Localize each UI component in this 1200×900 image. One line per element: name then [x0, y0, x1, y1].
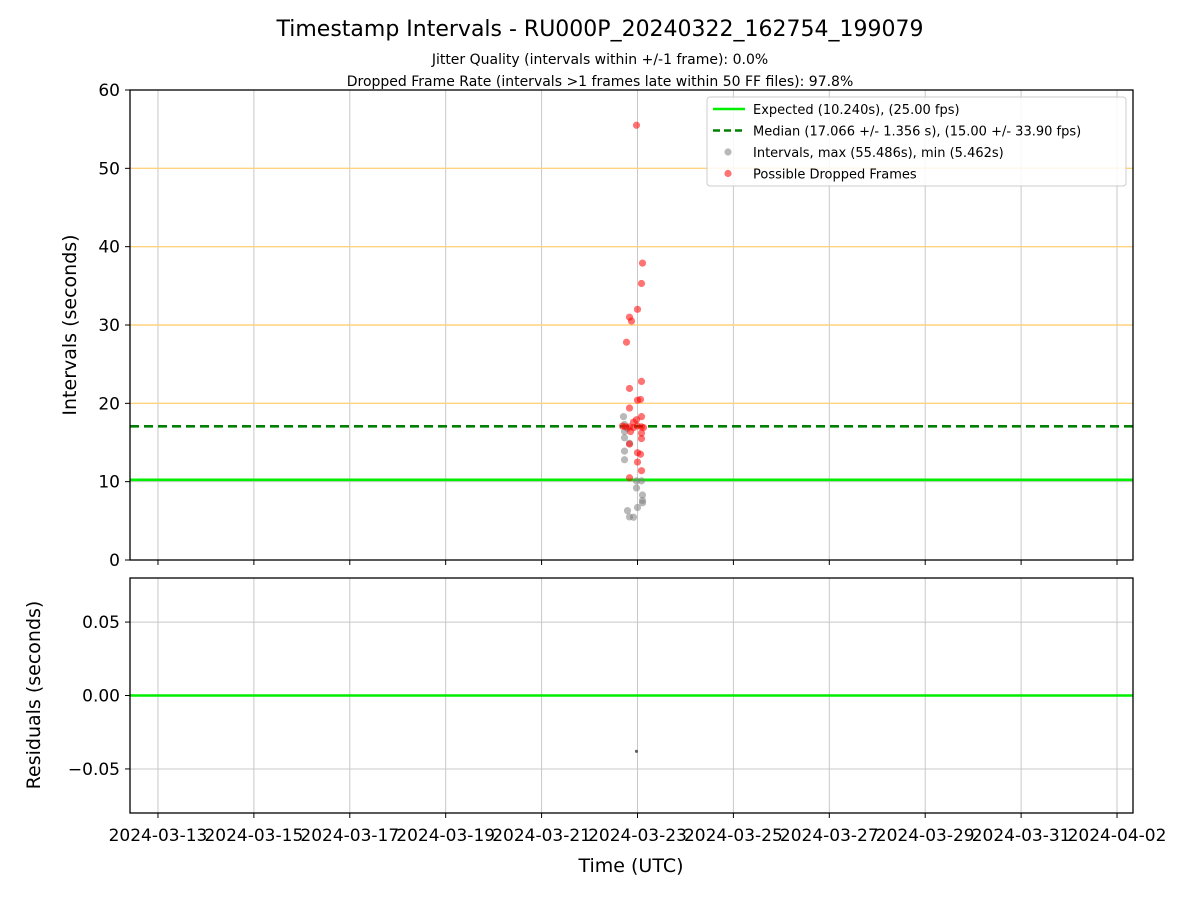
dropped-frame-point [627, 317, 636, 325]
residuals-y-axis-label: Residuals (seconds) [23, 601, 45, 790]
interval-point [633, 503, 642, 512]
dropped-frame-point [632, 121, 641, 129]
x-tick-label: 2024-03-13 [109, 826, 208, 846]
intervals-y-axis-label: Intervals (seconds) [59, 234, 81, 415]
interval-point [632, 484, 641, 492]
residuals-y-tick-label: 0.00 [82, 687, 120, 707]
chart-title: Timestamp Intervals - RU000P_20240322_16… [275, 17, 923, 42]
legend-dropped-frames-swatch [724, 169, 732, 178]
legend-box [706, 96, 1127, 187]
intervals-y-tick-label: 40 [98, 238, 120, 258]
intervals-panel: 0 10 20 30 40 50 60 [98, 81, 1134, 571]
x-tick-label: 2024-03-29 [876, 826, 975, 846]
dropped-frame-point [639, 424, 648, 432]
legend: Expected (10.240s), (25.00 fps) Median (1… [706, 96, 1127, 187]
residuals-y-tick-label: 0.05 [82, 613, 120, 633]
interval-point [619, 413, 628, 421]
interval-point [629, 513, 638, 521]
x-tick-label: 2024-03-25 [684, 826, 783, 846]
dropped-frame-point [637, 377, 646, 385]
intervals-y-tick-label: 50 [98, 159, 120, 179]
dropped-frame-point [636, 450, 645, 458]
intervals-y-tick-label: 30 [98, 316, 120, 336]
legend-intervals-label: Intervals, max (55.486s), min (5.462s) [753, 146, 1004, 161]
dropped-frame-point [637, 429, 646, 437]
intervals-y-tick-label: 60 [98, 81, 120, 101]
interval-point [638, 491, 647, 499]
x-tick-label: 2024-03-17 [300, 826, 399, 846]
interval-point [623, 507, 632, 515]
interval-point [620, 434, 629, 442]
residuals-y-tick-label: −0.05 [68, 760, 120, 780]
dropped-frame-point [626, 427, 635, 436]
residual-point [634, 749, 639, 753]
residuals-panel: −0.050.000.052024-03-132024-03-152024-03… [68, 577, 1167, 846]
intervals-y-tick-label: 20 [98, 394, 120, 414]
x-tick-label: 2024-03-23 [588, 826, 687, 846]
dropped-frame-point [625, 384, 634, 393]
dropped-frame-point [633, 396, 642, 404]
dropped-frame-point [637, 434, 646, 443]
dropped-frame-rate-subtitle: Dropped Frame Rate (intervals >1 frames … [347, 74, 854, 90]
legend-median-label: Median (17.066 +/- 1.356 s), (15.00 +/- … [753, 125, 1081, 140]
jitter-quality-subtitle: Jitter Quality (intervals within +/-1 fr… [431, 52, 768, 68]
dropped-frame-point [625, 404, 634, 412]
legend-expected-label: Expected (10.240s), (25.00 fps) [753, 103, 960, 118]
interval-point [620, 447, 629, 455]
x-tick-label: 2024-03-15 [204, 826, 303, 846]
interval-point [637, 477, 646, 485]
x-tick-label: 2024-04-02 [1068, 826, 1167, 846]
x-tick-label: 2024-03-27 [780, 826, 879, 846]
dropped-frame-point [622, 338, 631, 346]
intervals-y-tick-label: 0 [109, 551, 120, 571]
dropped-frame-point [633, 458, 642, 466]
dropped-frame-point [633, 305, 642, 313]
intervals-y-tick-label: 10 [98, 473, 120, 493]
dropped-frame-point [637, 467, 646, 475]
dropped-frame-point [637, 279, 646, 288]
legend-dropped-frames-label: Possible Dropped Frames [753, 168, 917, 183]
x-tick-label: 2024-03-19 [396, 826, 495, 846]
dropped-frame-point [638, 259, 647, 267]
x-tick-label: 2024-03-31 [972, 826, 1071, 846]
interval-point [632, 477, 641, 485]
dropped-frame-point [625, 440, 634, 448]
x-axis-label: Time (UTC) [577, 855, 683, 877]
x-tick-label: 2024-03-21 [492, 826, 591, 846]
interval-point [638, 496, 647, 505]
legend-intervals-swatch [724, 148, 732, 156]
dropped-frame-point [625, 474, 634, 482]
interval-point [620, 456, 629, 464]
